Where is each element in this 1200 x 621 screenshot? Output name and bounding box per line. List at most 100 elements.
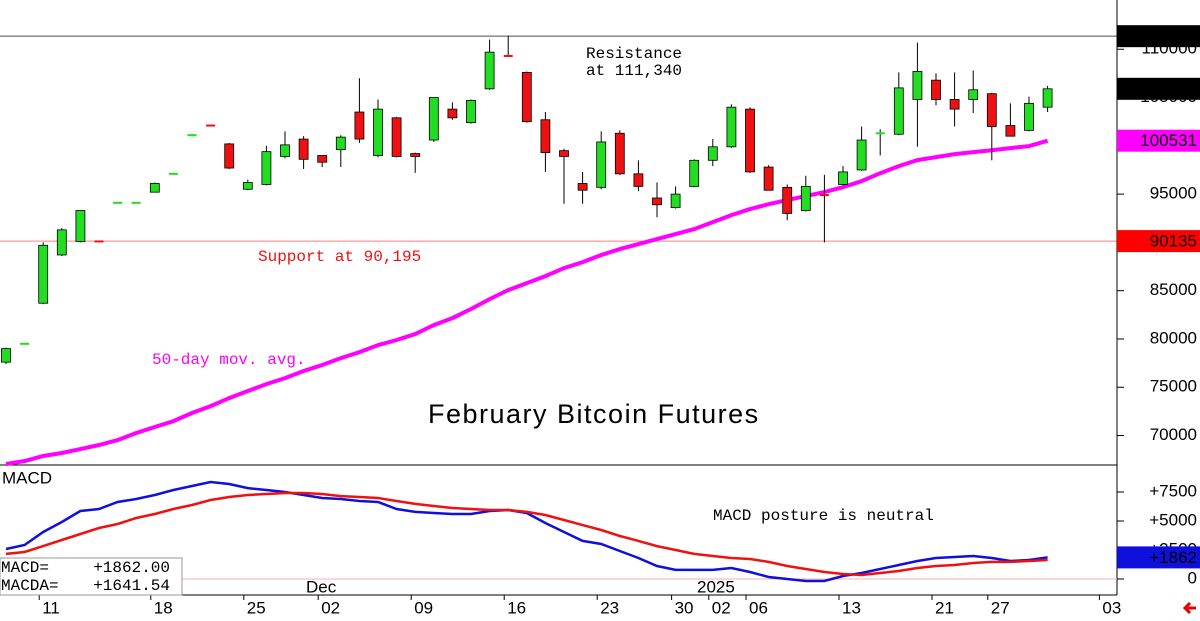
y-tick-label: 95000 — [1150, 184, 1197, 203]
scroll-arrow[interactable] — [1182, 601, 1196, 615]
candle-body — [652, 197, 662, 206]
ma-label: 50-day mov. avg. — [152, 351, 306, 369]
macd-label-box — [1117, 546, 1200, 569]
support-note: Support at 90,195 — [258, 248, 421, 266]
price-label: 105905 — [1140, 79, 1197, 98]
candle-body — [986, 93, 997, 127]
readout-box — [0, 557, 183, 596]
moving-average — [5, 138, 1049, 466]
candle-body — [968, 89, 979, 100]
candle-body — [168, 172, 178, 175]
candle-body — [503, 55, 513, 58]
candle-body — [689, 159, 700, 187]
candle-body — [726, 106, 737, 148]
readout-name: MACD= — [1, 559, 49, 577]
candle-body — [410, 153, 421, 157]
x-tick-label: 02 — [321, 598, 340, 617]
y-tick-label: +7500 — [1149, 481, 1197, 500]
candle-body — [113, 201, 123, 204]
candle-body — [484, 51, 495, 90]
candle-body — [893, 87, 904, 135]
candle-body — [20, 342, 30, 345]
x-tick-label: 18 — [154, 598, 173, 617]
candle-body — [187, 134, 197, 137]
price-label-box — [1117, 129, 1200, 152]
candle-body — [540, 119, 551, 153]
candle-body — [819, 194, 829, 197]
x-tick-label: 21 — [935, 598, 954, 617]
plot-layer: 7000075000800008500090000950001000001050… — [0, 25, 1200, 617]
x-tick-label: 06 — [749, 598, 768, 617]
candle-body — [633, 173, 644, 187]
candle-body — [242, 182, 253, 190]
y-tick-label: +5000 — [1149, 510, 1197, 529]
candle-body — [149, 183, 160, 193]
x-tick-label: 02 — [712, 598, 731, 617]
x-tick-label: 13 — [842, 598, 861, 617]
x-tick-label: 30 — [675, 598, 694, 617]
x-tick-label: 25 — [247, 598, 266, 617]
candle-body — [521, 72, 532, 123]
y-tick-label: 80000 — [1150, 328, 1197, 347]
candle-body — [1024, 102, 1034, 131]
candle-body — [670, 193, 681, 209]
x-tick-label: 11 — [42, 598, 60, 617]
macd-line — [5, 491, 1048, 577]
candle-body — [317, 155, 328, 163]
candle-body — [335, 136, 346, 151]
candle-body — [391, 117, 402, 157]
y-tick-label: 70000 — [1150, 425, 1197, 444]
y-tick-label: 85000 — [1150, 280, 1197, 299]
panel-title: MACD — [2, 468, 52, 487]
price-label: 111355 — [1143, 27, 1197, 46]
candle-body — [838, 171, 848, 185]
candle-body — [912, 71, 923, 100]
candle-body — [1005, 125, 1016, 137]
price-label-box — [1117, 230, 1200, 253]
candle-body — [206, 124, 216, 127]
candle-body — [298, 138, 309, 160]
candle-body — [782, 186, 793, 214]
candle-body — [707, 146, 718, 161]
y-tick-label: 75000 — [1150, 377, 1197, 396]
x-tick-label: 27 — [991, 598, 1010, 617]
candle-body — [856, 139, 867, 171]
candle-body — [447, 108, 458, 119]
candle-body — [1, 348, 11, 363]
readout-value: +1641.54 — [93, 577, 170, 595]
candle-body — [1042, 88, 1053, 108]
candle-body — [949, 99, 960, 110]
x-tick-label: 16 — [507, 598, 526, 617]
price-label: 100531 — [1140, 131, 1197, 150]
readout-value: +1862.00 — [93, 559, 170, 577]
resistance-note: Resistance — [586, 45, 682, 63]
readout-name: MACDA= — [1, 577, 59, 595]
candle-body — [261, 151, 272, 185]
candle-body — [596, 141, 607, 188]
x-tick-label: 09 — [414, 598, 433, 617]
candle-body — [38, 244, 49, 304]
candle-body — [94, 240, 104, 243]
candle-body — [800, 185, 811, 211]
resistance-note: at 111,340 — [586, 62, 682, 80]
candle-body — [745, 108, 755, 173]
month-label: 2025 — [697, 577, 735, 596]
price-label: 90135 — [1150, 232, 1197, 251]
candle-body — [56, 229, 67, 256]
candle-body — [577, 183, 588, 191]
x-tick-label: 03 — [1102, 598, 1121, 617]
price-label-box — [1117, 25, 1200, 48]
x-tick-label: 23 — [600, 598, 619, 617]
candle-body — [875, 132, 885, 135]
price-label-box — [1117, 77, 1200, 100]
candle-body — [559, 150, 569, 157]
candle-body — [428, 97, 439, 141]
candle-body — [280, 144, 290, 157]
candle-body — [614, 132, 625, 175]
candle-body — [373, 108, 383, 156]
candle-body — [224, 143, 235, 169]
month-label: Dec — [306, 577, 337, 596]
candle-body — [466, 100, 476, 124]
